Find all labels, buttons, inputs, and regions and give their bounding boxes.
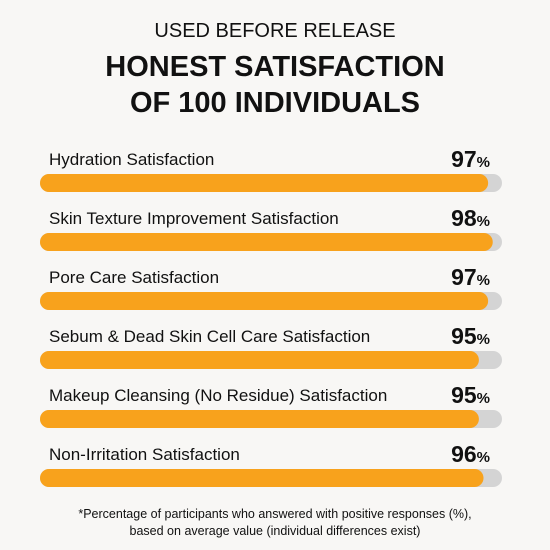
value-label: 97% [451, 146, 490, 172]
bar [40, 233, 493, 251]
footnote: based on average value (individual diffe… [130, 524, 421, 538]
bar [40, 410, 479, 428]
chart-subtitle: USED BEFORE RELEASE [154, 20, 395, 42]
value-label: 95% [451, 323, 490, 349]
bar [40, 292, 489, 310]
value-label: 98% [451, 205, 490, 231]
value-label: 96% [451, 441, 490, 467]
bar-label: Non-Irritation Satisfaction [49, 445, 240, 464]
bar-label: Makeup Cleansing (No Residue) Satisfacti… [49, 386, 387, 405]
bar [40, 351, 479, 369]
bar-label: Sebum & Dead Skin Cell Care Satisfaction [49, 327, 370, 346]
value-label: 95% [451, 382, 490, 408]
bar-label: Hydration Satisfaction [49, 150, 214, 169]
chart-title: HONEST SATISFACTION [105, 51, 444, 83]
footnote: *Percentage of participants who answered… [78, 507, 471, 521]
value-label: 97% [451, 264, 490, 290]
bar-label: Skin Texture Improvement Satisfaction [49, 209, 339, 228]
bar-label: Pore Care Satisfaction [49, 268, 219, 287]
bar [40, 469, 484, 487]
chart-title: OF 100 INDIVIDUALS [130, 87, 420, 119]
bar [40, 174, 489, 192]
